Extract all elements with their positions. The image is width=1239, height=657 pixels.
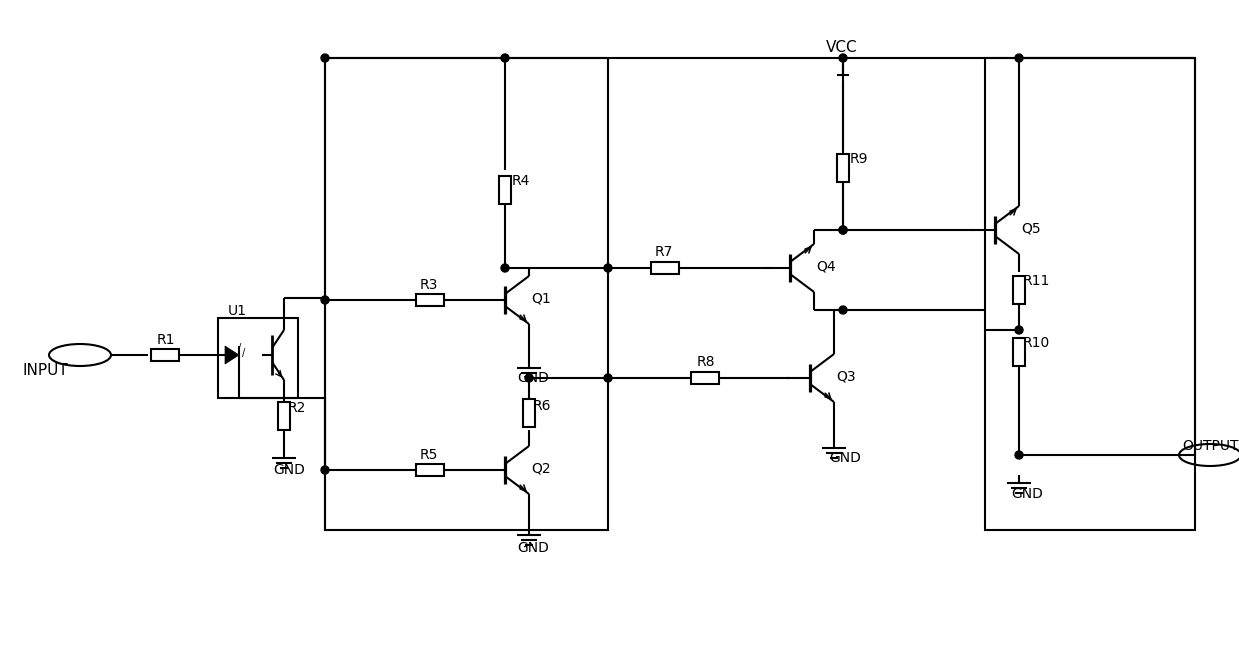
Circle shape bbox=[839, 54, 847, 62]
Text: GND: GND bbox=[1011, 487, 1043, 501]
Circle shape bbox=[321, 54, 330, 62]
Text: VCC: VCC bbox=[826, 40, 857, 55]
Text: R4: R4 bbox=[512, 174, 530, 188]
Circle shape bbox=[1015, 451, 1023, 459]
Text: R3: R3 bbox=[420, 278, 439, 292]
Text: R1: R1 bbox=[157, 333, 176, 347]
Bar bbox=[416, 464, 444, 476]
Text: R11: R11 bbox=[1023, 274, 1051, 288]
Circle shape bbox=[839, 226, 847, 234]
Text: /: / bbox=[238, 343, 242, 353]
Circle shape bbox=[321, 296, 330, 304]
Bar bbox=[325, 58, 608, 530]
Circle shape bbox=[839, 226, 847, 234]
Circle shape bbox=[321, 466, 330, 474]
Circle shape bbox=[603, 374, 612, 382]
Text: GND: GND bbox=[829, 451, 861, 465]
Text: Q1: Q1 bbox=[532, 291, 551, 305]
Text: Q5: Q5 bbox=[1021, 221, 1041, 235]
Bar bbox=[650, 262, 679, 274]
Text: GND: GND bbox=[517, 371, 549, 385]
Bar bbox=[691, 372, 719, 384]
Circle shape bbox=[525, 374, 533, 382]
Text: GND: GND bbox=[517, 541, 549, 555]
Text: Q4: Q4 bbox=[817, 259, 835, 273]
Text: OUTPUT: OUTPUT bbox=[1182, 439, 1239, 453]
Bar bbox=[499, 176, 510, 204]
Text: R5: R5 bbox=[420, 448, 439, 462]
Circle shape bbox=[603, 264, 612, 272]
Bar bbox=[523, 399, 535, 427]
Text: R9: R9 bbox=[850, 152, 869, 166]
Text: /: / bbox=[242, 348, 245, 358]
Text: R2: R2 bbox=[287, 401, 306, 415]
Text: R6: R6 bbox=[533, 399, 551, 413]
Circle shape bbox=[839, 306, 847, 314]
Text: R10: R10 bbox=[1023, 336, 1051, 350]
Text: INPUT: INPUT bbox=[24, 363, 68, 378]
Circle shape bbox=[501, 54, 509, 62]
Polygon shape bbox=[225, 346, 239, 364]
Circle shape bbox=[1015, 326, 1023, 334]
Text: GND: GND bbox=[273, 463, 305, 477]
Text: R8: R8 bbox=[698, 355, 715, 369]
Bar bbox=[218, 318, 299, 398]
Bar bbox=[1014, 276, 1025, 304]
Text: Q2: Q2 bbox=[532, 461, 550, 475]
Bar bbox=[985, 58, 1194, 530]
Bar bbox=[838, 154, 849, 182]
Text: U1: U1 bbox=[228, 304, 247, 318]
Text: Q3: Q3 bbox=[836, 369, 856, 383]
Circle shape bbox=[501, 264, 509, 272]
Bar bbox=[1014, 338, 1025, 366]
Bar bbox=[278, 402, 290, 430]
Bar bbox=[416, 294, 444, 306]
Circle shape bbox=[1015, 54, 1023, 62]
Text: R7: R7 bbox=[655, 245, 673, 259]
Bar bbox=[151, 349, 178, 361]
